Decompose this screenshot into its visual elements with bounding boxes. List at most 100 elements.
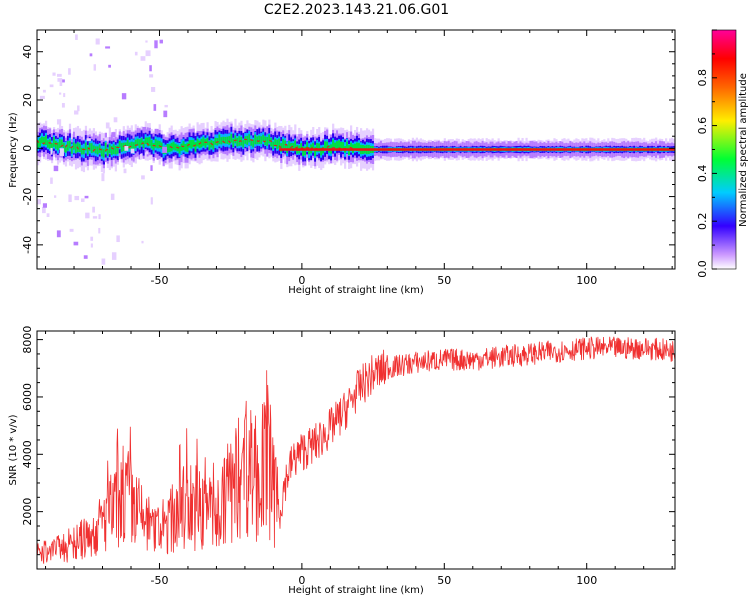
heatmap-cell [156,140,159,149]
heatmap-cell [68,140,72,149]
heatmap-speck [77,105,80,112]
heatmap-cell [168,144,171,153]
heatmap-cell [258,135,261,145]
heatmap-speck [116,235,120,243]
heatmap-cell [62,142,66,152]
heatmap-cell [94,146,98,154]
heatmap-speck [86,138,91,141]
heatmap-speck [101,258,106,265]
heatmap-cell [230,133,233,143]
x-tick-label: 50 [437,574,451,587]
heatmap-cell [312,142,315,151]
heatmap-speck [42,206,46,214]
heatmap-cell [180,143,183,151]
heatmap-cell [202,137,205,146]
heatmap-speck [49,84,54,88]
heatmap-cell [122,142,125,152]
heatmap-speck [56,230,61,238]
heatmap-cell [172,141,175,150]
heatmap-speck [75,34,78,40]
colorbar-tick-label: 0.8 [696,69,709,87]
colorbar-tick-label: 0.2 [696,212,709,230]
heatmap-speck [163,110,168,118]
snr-panel: -50 0 50 100 8000 6000 4000 2000 Height of stra… [8,326,676,596]
heatmap-cell [338,140,341,149]
heatmap-speck [85,212,90,219]
heatmap-cell [244,136,247,144]
heatmap-cell [84,142,88,151]
heatmap-speck [53,165,59,172]
heatmap-cell [110,145,113,156]
heatmap-cell [152,143,155,151]
heatmap-speck [56,119,62,125]
heatmap-cell [306,142,309,150]
heatmap-cell [270,138,273,147]
heatmap-cell [316,142,319,152]
heatmap-cell [256,136,259,145]
heatmap-speck [154,40,158,49]
heatmap-cell [226,136,229,144]
heatmap-cell [324,141,327,151]
heatmap-cell [38,138,42,147]
heatmap-cell [196,138,199,147]
heatmap-cell [64,145,68,153]
x-tick-label: 50 [437,274,451,287]
heatmap-cell [260,136,263,144]
heatmap-cell [42,137,46,146]
heatmap-cell [254,134,257,145]
heatmap-speck [53,195,57,198]
heatmap-speck [164,104,168,108]
heatmap-cell [154,138,157,148]
heatmap-cell [288,141,291,151]
heatmap-cell [304,146,307,156]
heatmap-speck [80,198,85,202]
heatmap-cell [356,142,359,152]
heatmap-speck [101,173,105,182]
heatmap-speck [73,241,79,246]
colorbar-ticks: 0.0 0.2 0.4 0.6 0.8 [696,29,717,278]
x-tick-label: 0 [298,574,305,587]
heatmap-cell [357,142,361,152]
heatmap-speck [52,72,56,76]
heatmap-speck [74,195,80,201]
heatmap-cell [342,142,345,150]
spectrogram-marks [37,34,675,265]
chart-title: C2E2.2023.143.21.06.G01 [263,2,450,18]
heatmap-speck [92,206,95,213]
heatmap-cell [96,146,100,155]
heatmap-speck [151,87,156,92]
heatmap-speck [145,151,149,155]
y-tick-label: 0 [21,145,34,152]
heatmap-speck [128,158,132,166]
heatmap-cell [54,140,58,149]
heatmap-cell [56,142,60,151]
heatmap-cell [144,137,147,145]
heatmap-speck [63,93,66,98]
heatmap-cell [302,146,305,157]
heatmap-speck [56,73,62,77]
heatmap-cell [346,141,349,151]
x-tick-label: -50 [150,274,168,287]
heatmap-cell [102,148,105,158]
heatmap-cell [166,143,169,153]
heatmap-speck [59,92,62,95]
heatmap-cell [82,147,86,155]
heatmap-cell [48,139,52,149]
heatmap-cell [190,139,193,149]
heatmap-cell [300,143,303,151]
heatmap-speck [39,95,45,99]
heatmap-cell [106,149,109,156]
heatmap-speck [59,148,64,157]
heatmap-speck [108,64,111,68]
heatmap-cell [116,145,119,154]
heatmap-cell [234,135,237,144]
heatmap-speck [150,197,153,205]
heatmap-cell [232,138,235,148]
heatmap-speck [59,78,63,87]
heatmap-cell [72,142,76,150]
heatmap-cell [268,134,271,144]
heatmap-cell [228,136,231,145]
heatmap-cell [236,137,239,147]
heatmap-speck [104,137,108,141]
heatmap-cell [318,143,321,152]
